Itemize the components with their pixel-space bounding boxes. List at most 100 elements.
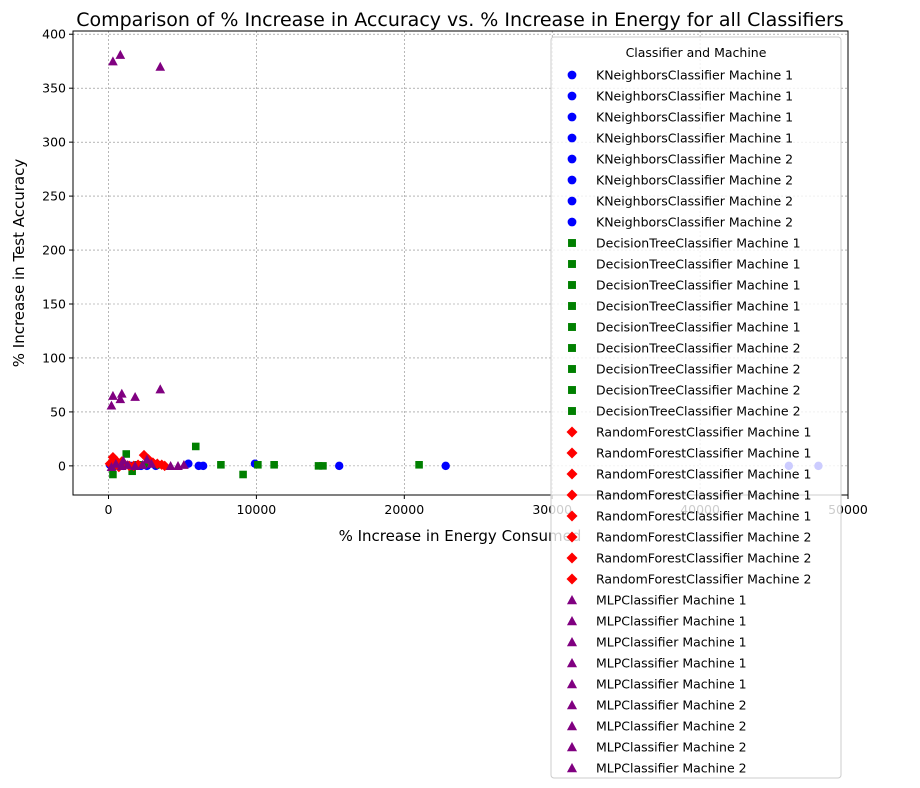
data-point xyxy=(142,454,152,464)
data-point xyxy=(198,461,208,471)
legend-marker xyxy=(566,678,578,689)
data-point xyxy=(128,467,136,476)
y-tick-label: 150 xyxy=(42,297,66,312)
data-point xyxy=(106,400,117,410)
legend-label: DecisionTreeClassifier Machine 2 xyxy=(596,362,801,377)
legend-frame xyxy=(550,36,842,779)
data-points xyxy=(104,49,823,479)
data-point xyxy=(115,394,126,404)
legend-label: MLPClassifier Machine 1 xyxy=(596,593,747,608)
legend-marker xyxy=(567,217,577,227)
y-tick-label: 100 xyxy=(42,350,66,365)
x-tick-label: 10000 xyxy=(237,502,277,517)
legend-label: MLPClassifier Machine 1 xyxy=(596,614,747,629)
legend-label: KNeighborsClassifier Machine 2 xyxy=(596,152,793,167)
data-point xyxy=(314,462,323,470)
legend-label: KNeighborsClassifier Machine 2 xyxy=(596,215,793,230)
data-point xyxy=(270,461,278,469)
legend-label: DecisionTreeClassifier Machine 1 xyxy=(596,299,801,314)
legend-marker xyxy=(566,657,578,668)
data-point xyxy=(115,49,126,59)
legend-marker xyxy=(567,154,577,164)
data-point xyxy=(335,461,344,471)
y-axis: 0 50 100 150 200 250 300 350 400 xyxy=(42,27,73,473)
data-point xyxy=(165,461,176,470)
legend-label: DecisionTreeClassifier Machine 2 xyxy=(596,341,801,356)
legend-label: DecisionTreeClassifier Machine 2 xyxy=(596,404,801,419)
legend-label: RandomForestClassifier Machine 1 xyxy=(596,509,811,524)
legend-label: RandomForestClassifier Machine 2 xyxy=(596,572,811,587)
data-point xyxy=(106,462,117,472)
legend-label: MLPClassifier Machine 2 xyxy=(596,719,747,734)
legend-label: RandomForestClassifier Machine 2 xyxy=(596,530,811,545)
legend-marker xyxy=(568,281,576,289)
legend-marker xyxy=(566,426,578,438)
legend-marker xyxy=(566,762,578,773)
legend-label: DecisionTreeClassifier Machine 1 xyxy=(596,278,801,293)
legend-marker xyxy=(567,175,577,185)
data-point xyxy=(130,391,140,401)
legend-label: DecisionTreeClassifier Machine 1 xyxy=(596,236,801,251)
data-point xyxy=(118,455,129,465)
legend-marker xyxy=(566,468,578,480)
legend-label: MLPClassifier Machine 1 xyxy=(596,677,747,692)
y-tick-label: 0 xyxy=(58,458,66,473)
legend-marker xyxy=(566,720,578,731)
data-point xyxy=(415,461,423,469)
data-point xyxy=(441,461,450,471)
legend-label: RandomForestClassifier Machine 1 xyxy=(596,467,811,482)
y-tick-label: 300 xyxy=(42,135,66,150)
y-axis-label: % Increase in Test Accuracy xyxy=(10,159,28,368)
legend-label: KNeighborsClassifier Machine 1 xyxy=(596,110,793,125)
legend-marker xyxy=(566,447,578,459)
data-point xyxy=(146,458,157,468)
legend-marker xyxy=(567,196,577,206)
legend-title: Classifier and Machine xyxy=(626,45,767,60)
legend-marker xyxy=(566,552,578,564)
data-point xyxy=(239,470,247,479)
legend: Classifier and Machine KNeighborsClassif… xyxy=(550,36,842,779)
legend-label: RandomForestClassifier Machine 1 xyxy=(596,488,811,503)
legend-marker xyxy=(568,407,576,415)
chart-title: Comparison of % Increase in Accuracy vs.… xyxy=(76,9,844,31)
legend-marker xyxy=(566,741,578,752)
legend-marker xyxy=(568,365,576,373)
legend-marker xyxy=(566,510,578,522)
legend-marker xyxy=(566,573,578,585)
legend-label: RandomForestClassifier Machine 1 xyxy=(596,446,811,461)
legend-marker xyxy=(568,344,576,352)
legend-marker xyxy=(567,91,577,101)
legend-label: KNeighborsClassifier Machine 1 xyxy=(596,89,793,104)
data-point xyxy=(191,442,200,451)
data-point xyxy=(109,470,117,479)
data-point xyxy=(155,61,166,71)
data-point xyxy=(319,462,327,470)
legend-label: KNeighborsClassifier Machine 2 xyxy=(596,194,793,209)
legend-marker xyxy=(566,615,578,626)
x-tick-label: 0 xyxy=(105,502,113,517)
data-point xyxy=(254,461,262,469)
legend-label: KNeighborsClassifier Machine 1 xyxy=(596,131,793,146)
data-point xyxy=(111,458,121,468)
legend-marker xyxy=(567,70,577,80)
data-point xyxy=(116,388,127,398)
legend-marker xyxy=(567,112,577,122)
legend-marker xyxy=(568,386,576,394)
legend-label: RandomForestClassifier Machine 1 xyxy=(596,425,811,440)
legend-marker xyxy=(566,699,578,710)
data-point xyxy=(108,56,118,66)
legend-label: RandomForestClassifier Machine 2 xyxy=(596,551,811,566)
x-tick-label: 20000 xyxy=(384,502,424,517)
legend-label: MLPClassifier Machine 1 xyxy=(596,656,747,671)
legend-label: DecisionTreeClassifier Machine 1 xyxy=(596,320,801,335)
legend-marker xyxy=(568,323,576,331)
legend-label: DecisionTreeClassifier Machine 1 xyxy=(596,257,801,272)
x-axis-label: % Increase in Energy Consumed xyxy=(339,527,582,545)
y-tick-label: 350 xyxy=(42,81,66,96)
data-point xyxy=(122,450,131,458)
legend-label: KNeighborsClassifier Machine 2 xyxy=(596,173,793,188)
legend-label: MLPClassifier Machine 1 xyxy=(596,635,747,650)
legend-marker xyxy=(568,239,576,247)
y-tick-label: 50 xyxy=(50,404,66,419)
